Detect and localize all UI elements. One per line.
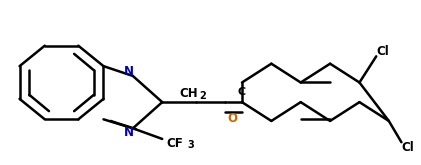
Text: N: N [124, 126, 134, 139]
Text: CH: CH [179, 87, 197, 100]
Text: Cl: Cl [401, 141, 414, 154]
Text: Cl: Cl [376, 45, 389, 58]
Text: O: O [228, 112, 238, 125]
Text: C: C [237, 87, 245, 97]
Text: CF: CF [166, 136, 183, 149]
Text: 3: 3 [187, 140, 194, 150]
Text: 2: 2 [200, 91, 206, 101]
Text: N: N [124, 65, 134, 78]
